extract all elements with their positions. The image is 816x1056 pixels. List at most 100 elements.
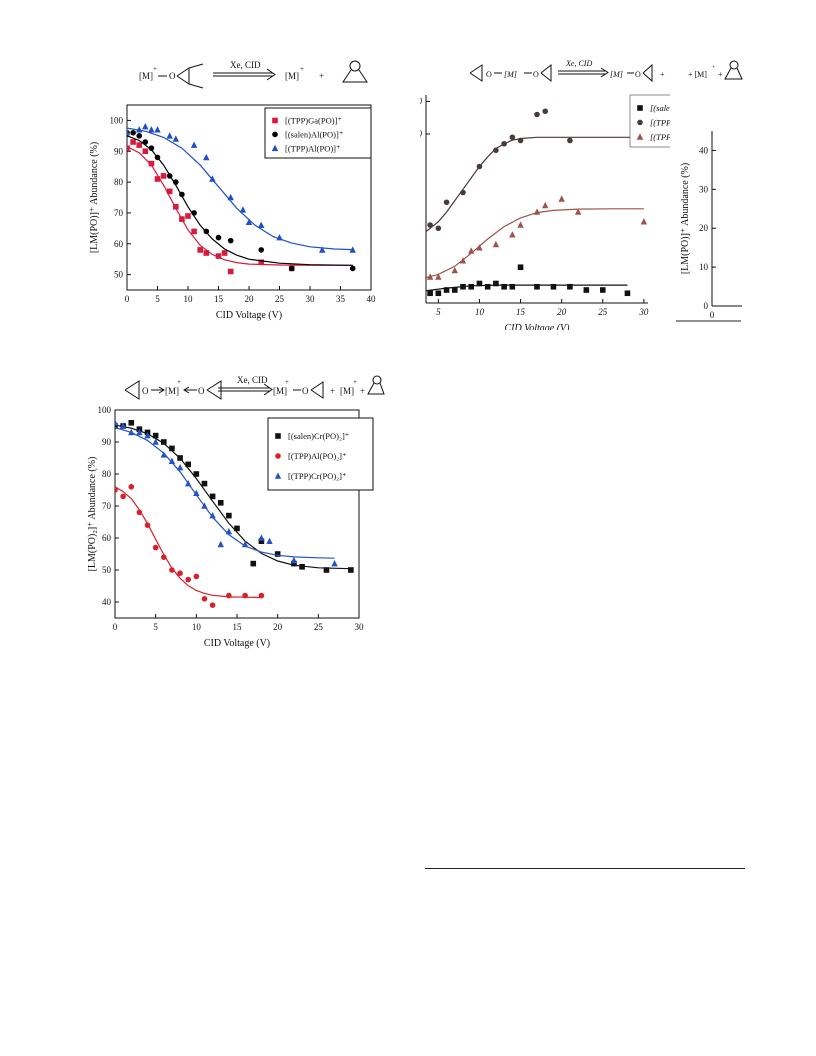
p1-data-point (154, 126, 161, 133)
p1-x-axis-label: CID Voltage (V) (216, 310, 282, 321)
p4-data-point (115, 423, 118, 429)
chart-panel-2: O [M] O Xe, CID [M] O + 5 10 15 20 25 30 50 60 C… (413, 55, 741, 334)
scheme-1-product: [M] (285, 71, 299, 81)
p4-data-point (217, 540, 224, 548)
p3-y-tick-label: 30 (699, 184, 709, 194)
scheme-4-o-right: O (198, 386, 205, 396)
p4-series-1 (115, 484, 265, 608)
p1-x-tick-label: 15 (214, 294, 224, 304)
scheme-1-conditions: Xe, CID (230, 60, 261, 70)
p4-data-point (177, 455, 183, 461)
p4-data-point (169, 567, 175, 573)
scheme-4-po-oxygen (372, 375, 382, 385)
reaction-scheme-1: [M] + O Xe, CID [M] + + (139, 60, 368, 89)
p1-data-point (179, 216, 185, 222)
p1-x-tick-label: 30 (306, 294, 316, 304)
scheme-2-product-epoxide (642, 63, 653, 83)
scheme-4-o-left: O (142, 386, 149, 396)
p4-legend-label: [(TPP)Al(PO)₂]⁺ (288, 451, 346, 461)
p4-data-point (323, 567, 330, 573)
p2-legend-label: [(salen)Cr(PO)]⁺ (650, 103, 670, 113)
scheme-1-reactant: [M] (139, 71, 153, 81)
plot-p4: 0 5 10 15 20 25 30 40 50 60 70 80 90 100 CID Voltage (… (87, 405, 374, 649)
scheme-4-charge: + (177, 378, 181, 386)
scheme-4-plus-2: + (360, 386, 365, 396)
p2-data-point (427, 222, 433, 228)
p2-data-point (542, 108, 549, 115)
p1-data-point (136, 126, 143, 133)
p1-data-point (288, 265, 295, 272)
p2-x-tick-label: 5 (436, 307, 441, 317)
p4-data-point (144, 522, 151, 528)
p1-data-point (215, 253, 222, 259)
p1-data-point (142, 148, 149, 155)
p1-legend-marker (271, 144, 279, 152)
p4-data-point (128, 420, 135, 426)
p1-data-point (209, 175, 216, 182)
scheme-4-right-epoxide (206, 380, 222, 400)
p1-data-point (127, 145, 130, 151)
p1-data-point (154, 154, 161, 161)
scheme-4-conditions: Xe, CID (237, 375, 268, 385)
p2-data-point (567, 283, 573, 290)
scheme-3-plus-1: + [M] (688, 70, 707, 79)
p2-legend: [(salen)Cr(PO)]⁺ [(TPP)Al(PO)]⁺ [(TPP)Cr(P… (629, 94, 741, 148)
scheme-3-po-ring (724, 67, 743, 80)
p2-legend-label: [(TPP)Cr(PO)]⁺ (650, 132, 670, 142)
p1-x-tick-label: 40 (367, 294, 377, 304)
p1-legend-marker (272, 117, 278, 124)
p2-data-point (484, 283, 491, 290)
p2-data-point (558, 195, 565, 202)
p4-legend-marker (275, 433, 281, 439)
p1-x-tick-label: 25 (275, 294, 285, 304)
p2-data-point (517, 221, 524, 228)
p3-y-axis-label: [LM(PO)]⁺ Abundance (%) (680, 163, 691, 274)
p1-y-tick-label: 60 (114, 239, 124, 249)
p2-y-tick-label: 50 (420, 129, 423, 139)
p4-data-point (201, 480, 208, 487)
p2-data-point (640, 218, 648, 225)
p4-data-point (169, 445, 175, 452)
chart-3-svg: + [M] + + 00 10 20 30 40 [LM(PO)]⁺ Abundance … (676, 60, 743, 322)
scheme-2-o-right: O (533, 70, 539, 79)
p2-data-point (468, 247, 475, 254)
p1-data-point (319, 246, 326, 253)
scheme-3-po-oxygen (729, 60, 739, 70)
scheme-4-byproduct: [M] (340, 386, 354, 396)
p2-data-point (443, 287, 450, 293)
p2-data-point (517, 264, 524, 271)
scheme-2-arrow-head (600, 67, 609, 78)
p1-legend-label: [(TPP)Ga(PO)]⁺ (285, 116, 342, 126)
p1-data-point (173, 179, 179, 185)
p1-fit-curve (127, 127, 353, 251)
p1-data-point (258, 247, 264, 253)
p1-x-tick-label: 35 (336, 294, 346, 304)
scheme-4-byproduct-charge: + (353, 378, 357, 386)
p4-data-point (136, 509, 143, 516)
p4-data-point (290, 556, 298, 564)
p2-data-point (435, 290, 442, 297)
p2-x-tick-label: 10 (475, 307, 485, 317)
p2-data-point (534, 111, 540, 118)
p2-fit-curve (426, 208, 644, 279)
p1-y-axis-label: [LM(PO)]⁺ Abundance (%) (89, 142, 100, 253)
scheme-4-left-epoxide (124, 380, 140, 400)
p4-data-point (250, 560, 257, 567)
p4-data-point (152, 432, 159, 439)
p4-legend-marker (274, 472, 282, 479)
p4-y-tick-label: 70 (102, 501, 112, 511)
p2-x-tick-label: 30 (638, 307, 649, 317)
p1-data-point (166, 132, 173, 139)
p4-data-point (225, 528, 233, 535)
p4-x-tick-label: 25 (314, 622, 324, 632)
p4-x-tick-label: 10 (192, 622, 202, 632)
p1-data-point (227, 268, 234, 275)
p1-series-1 (127, 129, 356, 272)
p1-legend-marker (272, 131, 278, 138)
p4-legend-label: [(TPP)Cr(PO)₂]⁺ (288, 471, 346, 481)
scheme-4-plus-1: + (330, 386, 335, 396)
p2-data-point (460, 283, 466, 290)
chart-panel-1: [M] + O Xe, CID [M] + + 0 5 10 15 20 25 30 35 40… (85, 50, 385, 340)
plot-p3: 00 10 20 30 40 [LM(PO)]⁺ Abundance (%) (680, 131, 742, 320)
scheme-1-product-charge: + (300, 65, 304, 73)
